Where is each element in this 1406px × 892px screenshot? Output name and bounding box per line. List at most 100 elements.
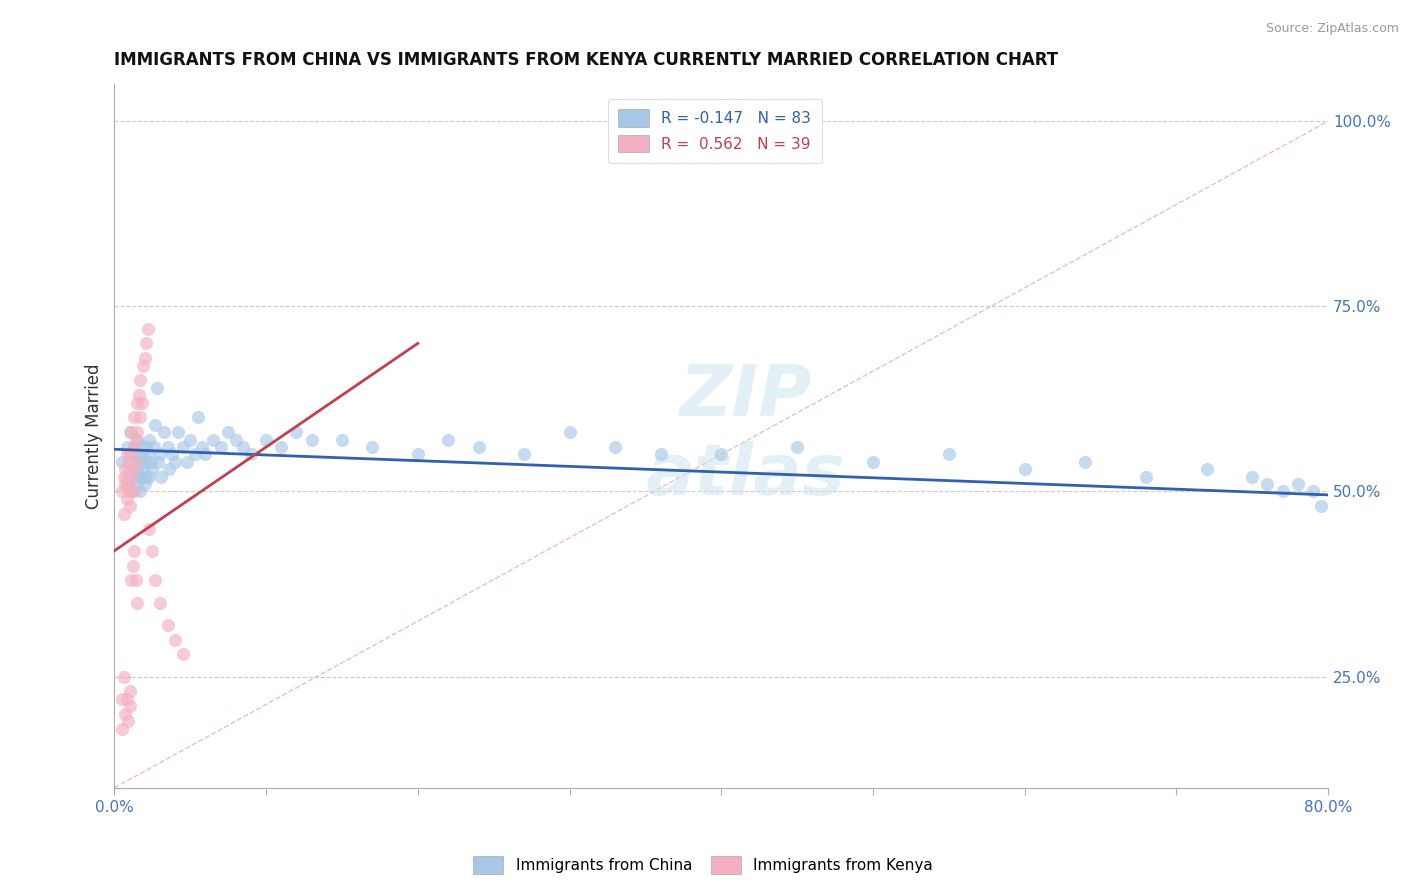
Point xyxy=(118,425,141,440)
Point xyxy=(146,381,169,395)
Point xyxy=(124,455,146,469)
Point xyxy=(115,469,138,483)
Point xyxy=(122,543,145,558)
Point xyxy=(1195,462,1218,476)
Point xyxy=(148,455,170,469)
Point xyxy=(167,425,190,440)
Point xyxy=(141,543,163,558)
Point xyxy=(115,491,138,506)
Point xyxy=(115,447,138,461)
Point xyxy=(127,425,149,440)
Y-axis label: Currently Married: Currently Married xyxy=(86,363,103,508)
Point xyxy=(437,433,460,447)
Point xyxy=(149,596,172,610)
Point xyxy=(467,440,489,454)
Point xyxy=(114,462,136,476)
Point xyxy=(145,574,167,588)
Point xyxy=(131,469,153,483)
Point xyxy=(1286,477,1309,491)
Point xyxy=(114,706,136,721)
Point xyxy=(121,558,143,573)
Point xyxy=(285,425,308,440)
Point xyxy=(114,477,136,491)
Point xyxy=(1309,500,1331,514)
Point xyxy=(129,373,152,387)
Point xyxy=(136,447,159,461)
Point xyxy=(117,477,139,491)
Point xyxy=(118,447,141,461)
Point xyxy=(650,447,672,461)
Point xyxy=(120,574,142,588)
Point xyxy=(156,617,179,632)
Point xyxy=(112,670,135,684)
Point xyxy=(1256,477,1278,491)
Point xyxy=(191,440,214,454)
Point xyxy=(153,425,176,440)
Point xyxy=(118,500,141,514)
Point xyxy=(157,462,180,476)
Point xyxy=(862,455,884,469)
Point xyxy=(254,433,277,447)
Point xyxy=(128,469,150,483)
Point xyxy=(165,632,187,647)
Point xyxy=(134,351,156,366)
Point xyxy=(124,455,146,469)
Point xyxy=(118,469,141,483)
Point xyxy=(121,484,143,499)
Text: IMMIGRANTS FROM CHINA VS IMMIGRANTS FROM KENYA CURRENTLY MARRIED CORRELATION CHA: IMMIGRANTS FROM CHINA VS IMMIGRANTS FROM… xyxy=(114,51,1059,69)
Point xyxy=(558,425,581,440)
Point xyxy=(132,359,155,373)
Point xyxy=(121,484,143,499)
Point xyxy=(136,321,159,335)
Point xyxy=(122,440,145,454)
Point xyxy=(330,433,353,447)
Point xyxy=(122,410,145,425)
Point xyxy=(232,440,254,454)
Point xyxy=(111,691,134,706)
Point xyxy=(135,469,157,483)
Point xyxy=(184,447,207,461)
Point xyxy=(132,462,155,476)
Point xyxy=(118,484,141,499)
Point xyxy=(134,455,156,469)
Point xyxy=(124,469,146,483)
Point xyxy=(156,440,179,454)
Point xyxy=(111,484,134,499)
Point xyxy=(111,722,134,736)
Point xyxy=(127,395,149,409)
Point xyxy=(127,462,149,476)
Point xyxy=(149,447,172,461)
Point xyxy=(128,447,150,461)
Point xyxy=(117,714,139,728)
Point xyxy=(786,440,808,454)
Point xyxy=(160,447,183,461)
Point xyxy=(176,455,198,469)
Point xyxy=(187,410,209,425)
Legend: Immigrants from China, Immigrants from Kenya: Immigrants from China, Immigrants from K… xyxy=(467,850,939,880)
Point xyxy=(1014,462,1036,476)
Point xyxy=(115,691,138,706)
Point xyxy=(1241,469,1264,483)
Text: Source: ZipAtlas.com: Source: ZipAtlas.com xyxy=(1265,22,1399,36)
Point xyxy=(141,462,163,476)
Point xyxy=(131,395,153,409)
Point xyxy=(138,469,160,483)
Point xyxy=(142,440,165,454)
Point xyxy=(121,462,143,476)
Point xyxy=(128,388,150,402)
Point xyxy=(179,433,201,447)
Point xyxy=(134,477,156,491)
Point xyxy=(217,425,239,440)
Point xyxy=(135,336,157,351)
Point xyxy=(145,417,167,432)
Point xyxy=(361,440,384,454)
Point xyxy=(1271,484,1294,499)
Point xyxy=(150,469,173,483)
Point xyxy=(270,440,292,454)
Point xyxy=(111,455,134,469)
Point xyxy=(710,447,733,461)
Point xyxy=(165,455,187,469)
Point xyxy=(121,462,143,476)
Point xyxy=(129,455,152,469)
Point xyxy=(138,522,160,536)
